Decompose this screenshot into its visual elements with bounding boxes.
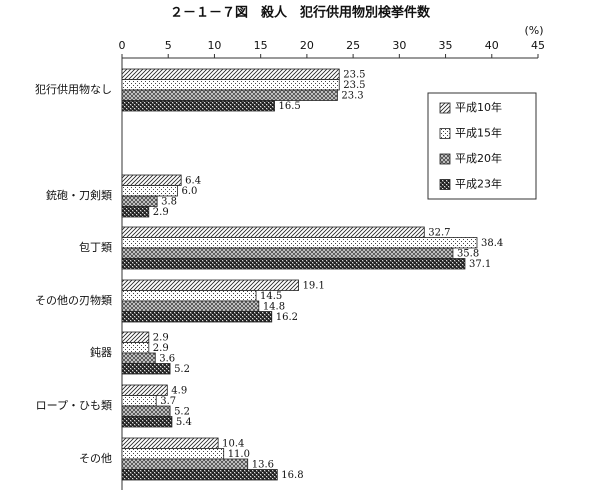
bar xyxy=(121,363,171,375)
value-label: 5.2 xyxy=(174,406,190,417)
value-label: 37.1 xyxy=(469,259,491,270)
value-label: 14.5 xyxy=(260,291,282,302)
value-label: 3.6 xyxy=(159,353,175,364)
value-label: 2.9 xyxy=(153,332,169,343)
x-tick-label: 20 xyxy=(300,39,314,52)
bar xyxy=(121,352,156,364)
bar xyxy=(121,237,478,249)
bar xyxy=(121,247,454,259)
bar xyxy=(121,405,171,417)
bar xyxy=(121,469,278,481)
bar xyxy=(121,416,173,428)
bar xyxy=(121,79,340,91)
x-tick-label: 40 xyxy=(485,39,499,52)
bar xyxy=(121,331,150,343)
value-label: 23.3 xyxy=(341,90,363,101)
value-label: 2.9 xyxy=(153,207,169,218)
value-label: 23.5 xyxy=(343,69,365,80)
x-tick-label: 30 xyxy=(392,39,406,52)
bar xyxy=(121,279,299,291)
x-tick-label: 35 xyxy=(439,39,453,52)
value-label: 6.4 xyxy=(185,175,201,186)
bar xyxy=(121,395,157,407)
legend-swatch xyxy=(439,179,451,190)
value-label: 38.4 xyxy=(481,238,503,249)
value-label: 4.9 xyxy=(171,385,187,396)
bar xyxy=(121,384,168,396)
legend-label: 平成20年 xyxy=(455,151,502,165)
value-label: 16.2 xyxy=(276,312,298,323)
unit-label: (%) xyxy=(524,24,543,37)
legend-swatch xyxy=(439,128,451,139)
chart-title: ２－１－７図 殺人 犯行供用物別検挙件数 xyxy=(170,5,431,21)
bar xyxy=(121,342,150,354)
category-label: 銃砲・刀剣類 xyxy=(46,188,112,202)
value-label: 32.7 xyxy=(428,227,450,238)
bar xyxy=(121,100,275,112)
bar xyxy=(121,68,340,80)
bar xyxy=(121,437,219,449)
legend-swatch xyxy=(439,153,451,165)
value-label: 13.6 xyxy=(252,459,274,470)
value-label: 5.2 xyxy=(174,364,190,375)
value-label: 16.8 xyxy=(281,470,303,481)
value-label: 14.8 xyxy=(263,301,285,312)
category-label: その他 xyxy=(79,452,112,465)
bar xyxy=(121,258,466,270)
bar xyxy=(121,89,338,101)
value-label: 11.0 xyxy=(228,449,250,460)
value-label: 19.1 xyxy=(303,280,325,291)
bar xyxy=(121,300,260,312)
x-tick-label: 10 xyxy=(207,39,221,52)
bar xyxy=(121,226,425,238)
bar xyxy=(121,448,225,460)
legend-label: 平成23年 xyxy=(455,177,502,191)
category-label: ロープ・ひも類 xyxy=(36,399,112,412)
value-label: 35.8 xyxy=(457,248,479,259)
bar xyxy=(121,206,150,218)
bar xyxy=(121,290,257,302)
legend-label: 平成10年 xyxy=(455,100,502,114)
value-label: 2.9 xyxy=(153,343,169,354)
value-label: 6.0 xyxy=(181,186,197,197)
legend-label: 平成15年 xyxy=(455,126,502,140)
value-label: 23.5 xyxy=(343,80,365,91)
x-tick-label: 45 xyxy=(531,39,545,52)
x-tick-label: 5 xyxy=(165,39,172,52)
bar xyxy=(121,458,249,470)
category-label: 鈍器 xyxy=(90,345,112,359)
category-label: 包丁類 xyxy=(79,241,112,254)
x-tick-label: 0 xyxy=(119,39,126,52)
value-label: 3.8 xyxy=(161,196,177,207)
value-label: 5.4 xyxy=(176,417,192,428)
x-tick-label: 25 xyxy=(346,39,360,52)
legend-swatch xyxy=(439,102,451,114)
category-label: その他の刃物類 xyxy=(35,293,112,307)
x-tick-label: 15 xyxy=(254,39,268,52)
value-label: 16.5 xyxy=(279,101,301,112)
bar xyxy=(121,195,158,207)
bar xyxy=(121,311,273,323)
category-label: 犯行供用物なし xyxy=(35,82,112,96)
value-label: 3.7 xyxy=(160,396,176,407)
bar xyxy=(121,185,178,197)
value-label: 10.4 xyxy=(222,438,244,449)
bar xyxy=(121,174,182,186)
